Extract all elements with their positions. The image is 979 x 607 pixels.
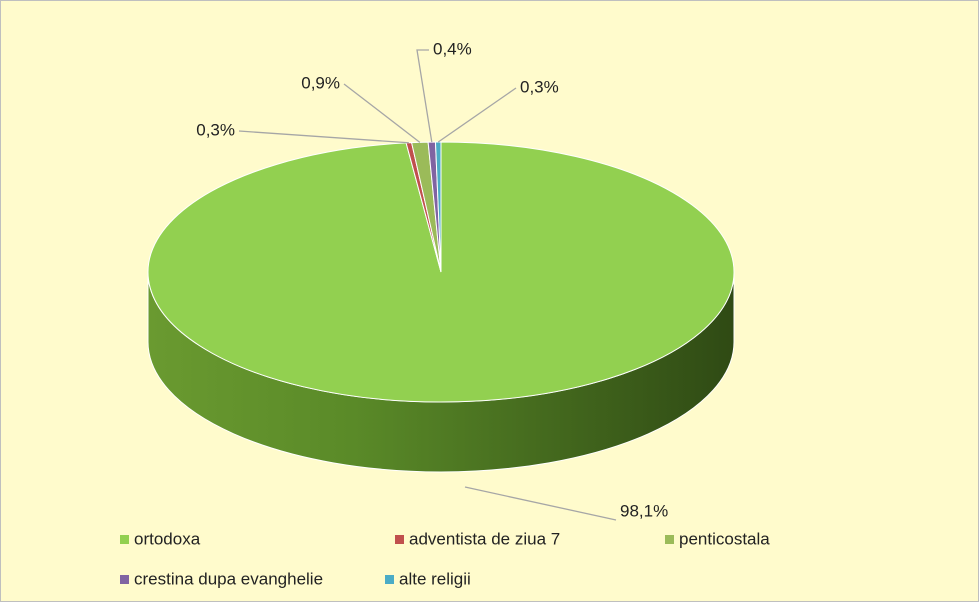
data-label: 0,3%	[520, 77, 559, 96]
legend-swatch	[120, 535, 129, 544]
leader-line	[437, 87, 517, 143]
data-label: 0,9%	[301, 73, 340, 92]
leader-line	[343, 83, 421, 143]
legend-label: ortodoxa	[134, 529, 201, 548]
data-label: 0,3%	[196, 120, 235, 139]
legend-label: adventista de ziua 7	[409, 529, 560, 548]
data-label: 0,4%	[433, 39, 472, 58]
leader-line	[238, 130, 409, 144]
pie-slice	[434, 141, 442, 273]
legend-swatch	[120, 575, 129, 584]
legend-label: crestina dupa evanghelie	[134, 569, 323, 588]
legend-swatch	[665, 535, 674, 544]
legend-label: penticostala	[679, 529, 770, 548]
leader-line	[464, 486, 617, 521]
data-label: 98,1%	[620, 501, 668, 520]
legend-swatch	[395, 535, 404, 544]
legend-label: alte religii	[399, 569, 471, 588]
leader-line	[416, 49, 433, 143]
legend-swatch	[385, 575, 394, 584]
